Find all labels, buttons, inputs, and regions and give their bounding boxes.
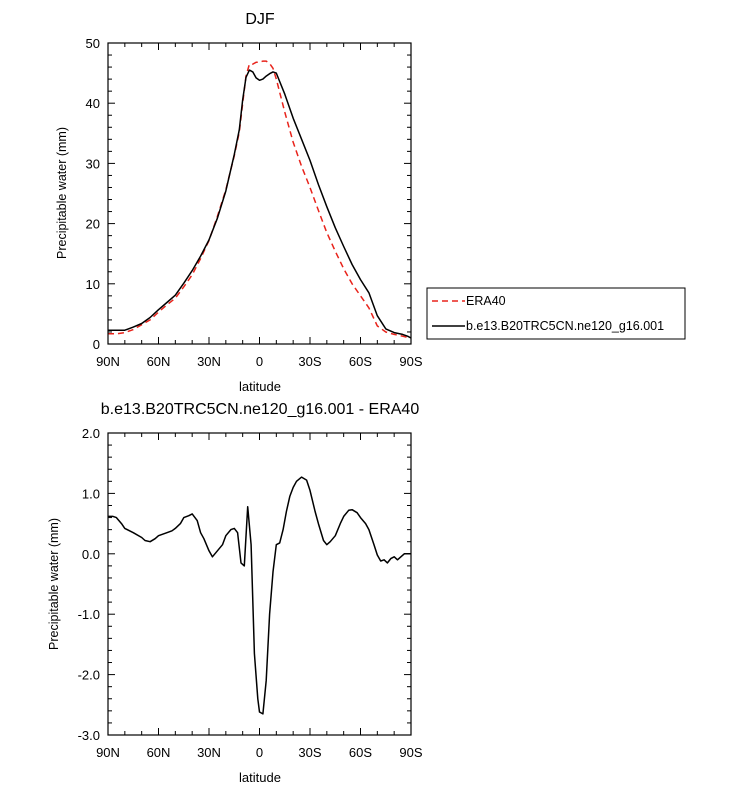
top-x-tick-label: 30S (298, 354, 321, 369)
legend-label-model: b.e13.B20TRC5CN.ne120_g16.001 (466, 319, 664, 333)
legend-box (426, 287, 686, 340)
top-y-tick-label: 0 (93, 337, 100, 352)
legend-label-era40: ERA40 (466, 294, 506, 308)
top-x-tick-label: 60N (147, 354, 171, 369)
series-line-model (108, 69, 412, 339)
top-chart-panel: DJF 90N 60N 30N 0 30S 60S 90S 0 10 20 30 40 50 latit… (55, 11, 423, 394)
bottom-y-tick-label: 0.0 (82, 547, 100, 562)
bottom-chart-x-axis-label: latitude (239, 770, 281, 785)
bottom-chart-title: b.e13.B20TRC5CN.ne120_g16.001 - ERA40 (101, 401, 420, 418)
top-chart-plot-frame (107, 42, 412, 345)
bottom-chart-series-group (108, 476, 411, 715)
top-y-tick-label: 50 (86, 36, 100, 51)
series-line-era40 (108, 60, 412, 339)
bottom-y-tick-label: -2.0 (78, 668, 100, 683)
bottom-chart-y-axis-label: Precipitable water (mm) (47, 518, 61, 650)
bottom-x-tick-label: 90S (399, 745, 422, 760)
bottom-y-tick-label: 1.0 (82, 486, 100, 501)
bottom-y-tick-label: -1.0 (78, 607, 100, 622)
bottom-x-tick-label: 30N (197, 745, 221, 760)
bottom-chart-plot-frame (107, 432, 412, 736)
bottom-x-tick-label: 60S (349, 745, 372, 760)
bottom-y-tick-label: -3.0 (78, 728, 100, 743)
top-y-tick-label: 30 (86, 156, 100, 171)
bottom-chart-panel: b.e13.B20TRC5CN.ne120_g16.001 - ERA40 90… (47, 401, 423, 785)
top-x-tick-label: 30N (197, 354, 221, 369)
top-chart-y-axis-label: Precipitable water (mm) (55, 127, 69, 259)
top-y-tick-label: 20 (86, 217, 100, 232)
bottom-x-tick-label: 60N (147, 745, 171, 760)
legend: ERA40 b.e13.B20TRC5CN.ne120_g16.001 (426, 287, 686, 340)
top-chart-title: DJF (245, 11, 275, 28)
top-chart-x-axis-label: latitude (239, 379, 281, 394)
top-x-tick-label: 60S (349, 354, 372, 369)
bottom-chart-ticks: 90N 60N 30N 0 30S 60S 90S -3.0 -2.0 -1.0 0.0 1.0 2.0 (78, 426, 423, 760)
difference-series-line (108, 476, 411, 715)
bottom-x-tick-label: 0 (256, 745, 263, 760)
bottom-x-tick-label: 30S (298, 745, 321, 760)
top-chart-series-group (108, 60, 412, 339)
bottom-y-tick-label: 2.0 (82, 426, 100, 441)
top-y-tick-label: 40 (86, 96, 100, 111)
bottom-x-tick-label: 90N (96, 745, 120, 760)
top-y-tick-label: 10 (86, 277, 100, 292)
top-chart-ticks: 90N 60N 30N 0 30S 60S 90S 0 10 20 30 40 50 (86, 36, 423, 369)
top-x-tick-label: 90N (96, 354, 120, 369)
top-x-tick-label: 0 (256, 354, 263, 369)
top-x-tick-label: 90S (399, 354, 422, 369)
